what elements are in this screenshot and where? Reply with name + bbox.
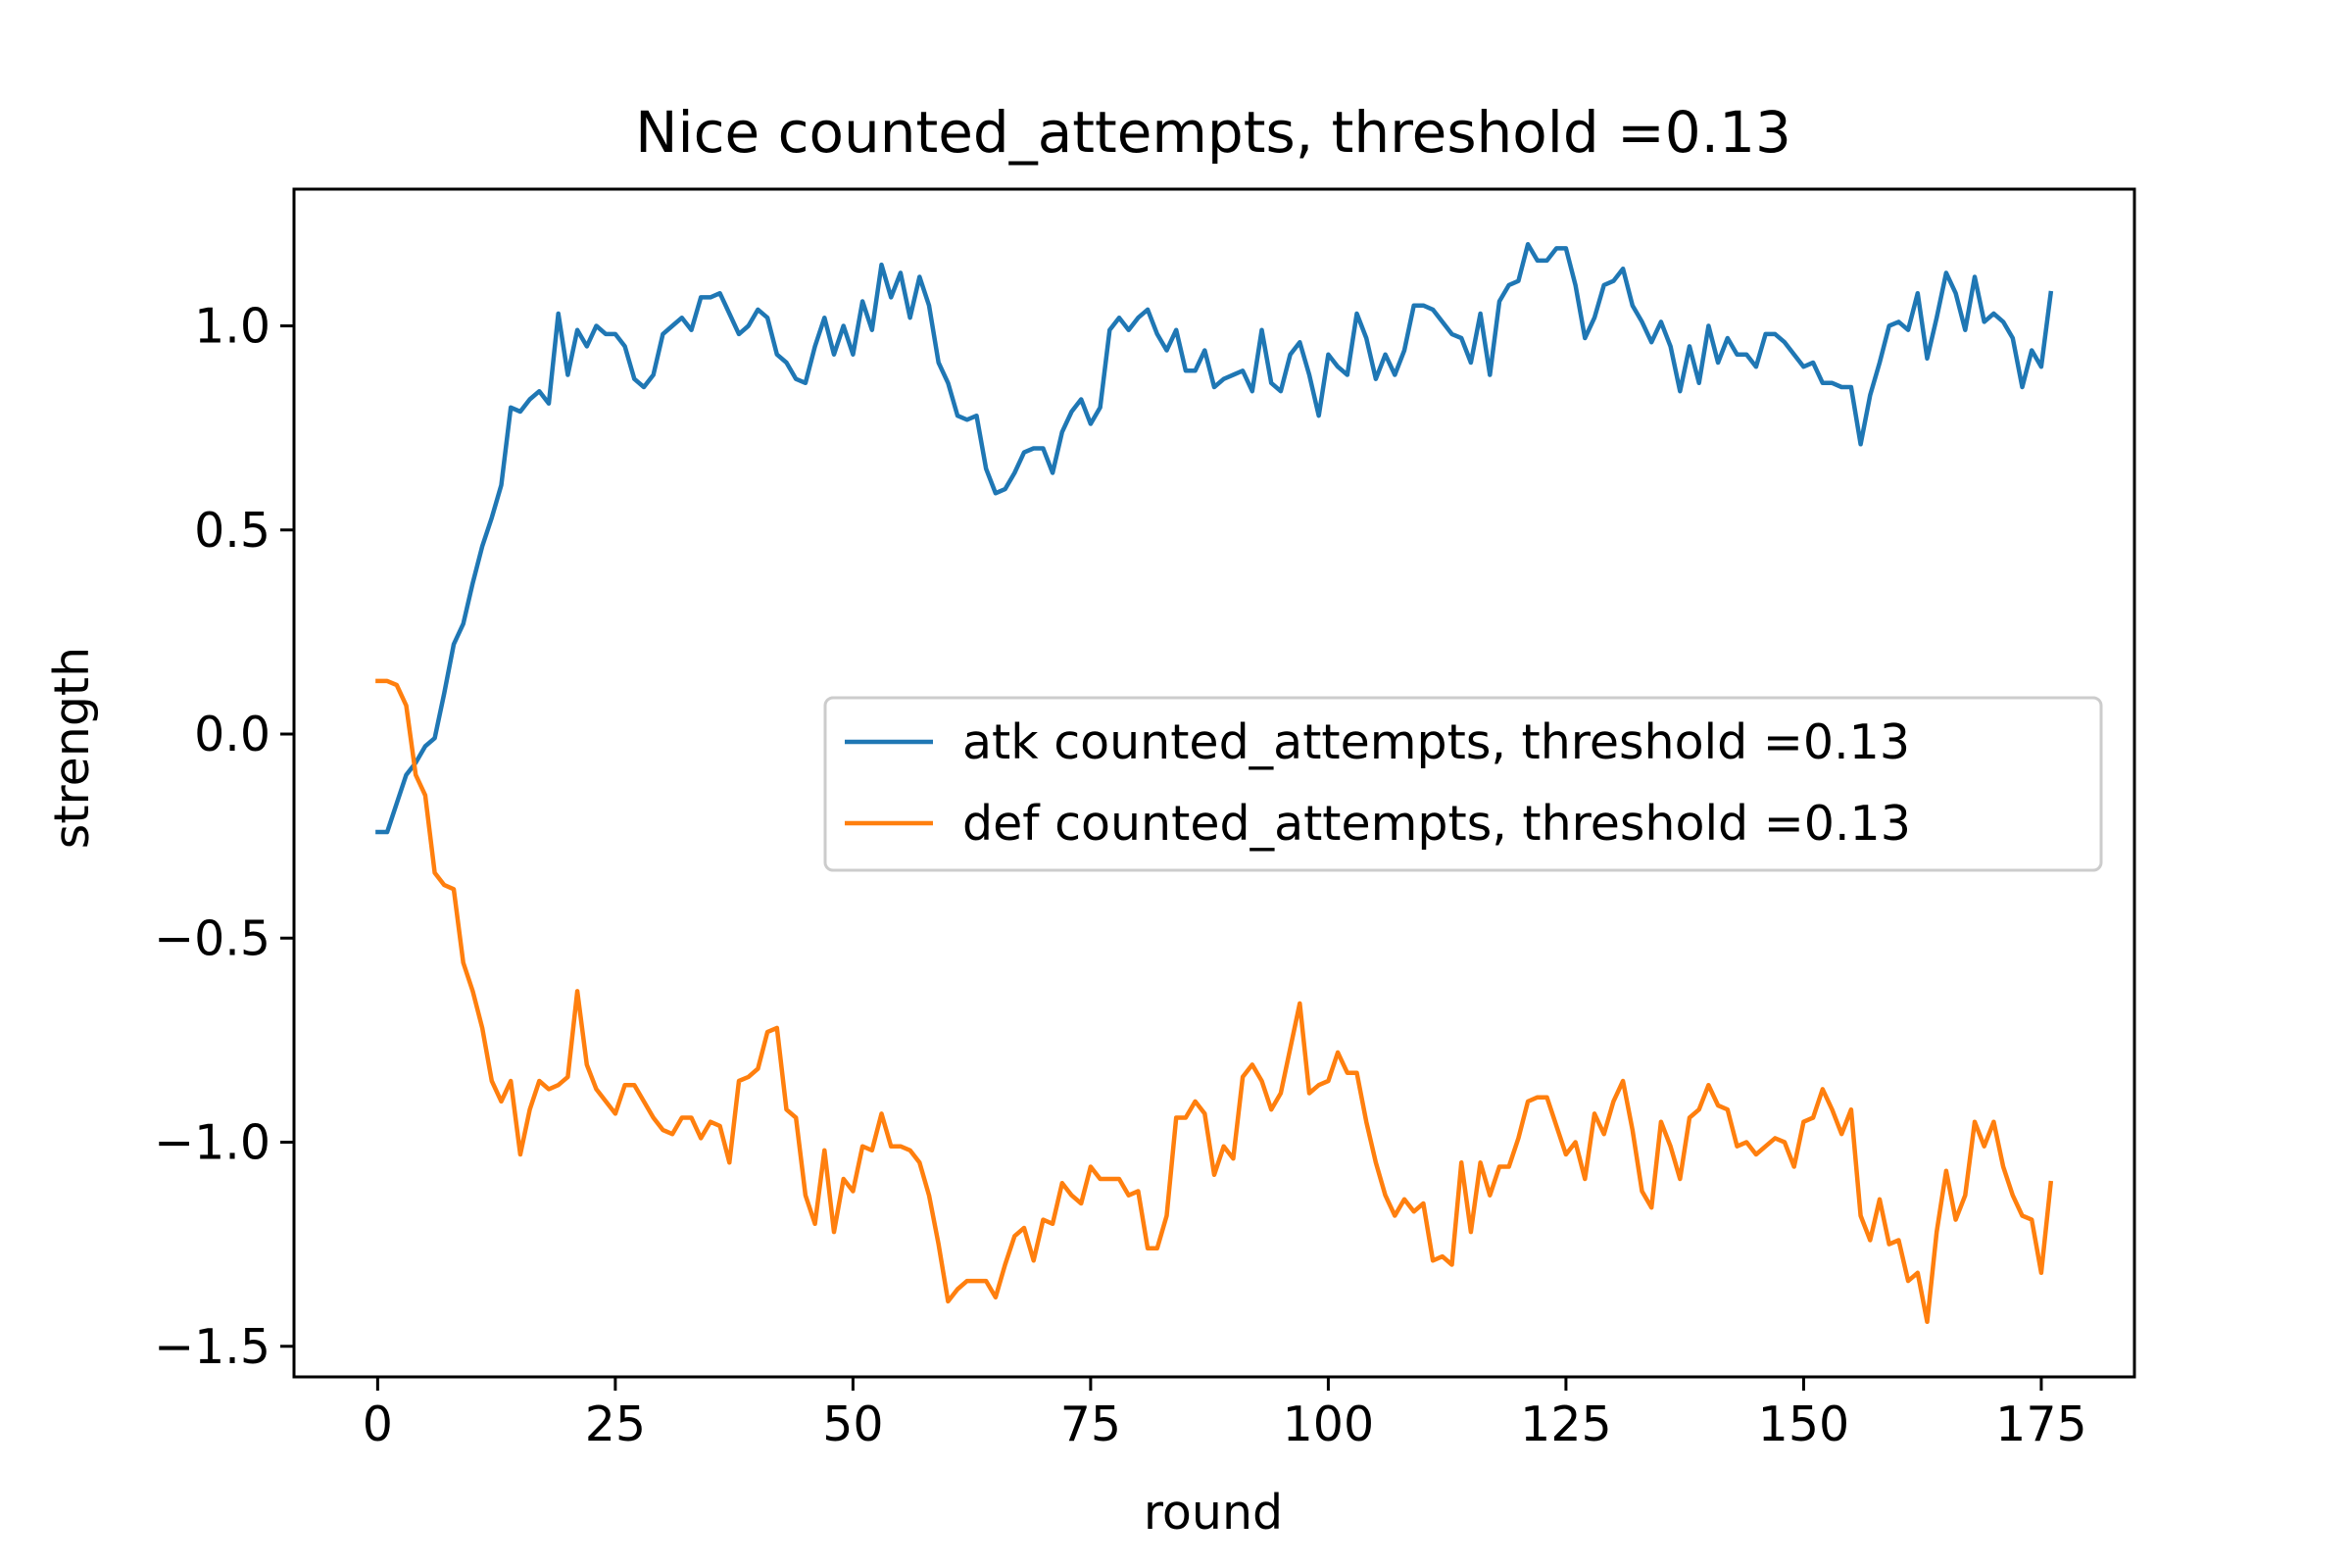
- series-line-atk: [375, 241, 2054, 835]
- y-tick-label: −1.0: [154, 1115, 270, 1171]
- legend-box: [823, 696, 2103, 872]
- y-tick-label: 0.5: [194, 503, 270, 559]
- x-axis: 0 25 50 75 100 125 150 175: [363, 1377, 2087, 1452]
- legend-label: atk counted_attempts, threshold =0.13: [962, 714, 1910, 770]
- x-tick-label: 100: [1283, 1396, 1375, 1452]
- x-tick-label: 175: [1995, 1396, 2087, 1452]
- y-tick-label: 1.0: [194, 299, 270, 355]
- y-axis: −1.5 −1.0 −0.5 0.0 0.5 1.0: [154, 299, 294, 1375]
- plot-frame: [292, 187, 2136, 1379]
- x-axis-label: round: [1144, 1485, 1283, 1541]
- y-axis-label: strength: [44, 647, 100, 849]
- y-tick-label: 0.0: [194, 707, 270, 762]
- series-line-def: [375, 678, 2054, 1325]
- x-tick-label: 125: [1520, 1396, 1612, 1452]
- x-tick-label: 25: [585, 1396, 646, 1452]
- x-tick-label: 50: [822, 1396, 883, 1452]
- y-tick-label: −0.5: [154, 910, 270, 966]
- x-tick-label: 0: [363, 1396, 393, 1452]
- legend: atk counted_attempts, threshold =0.13 def…: [823, 696, 2103, 872]
- y-tick-label: −1.5: [154, 1319, 270, 1375]
- chart-title: Nice counted_attempts, threshold =0.13: [635, 99, 1791, 166]
- x-tick-label: 75: [1060, 1396, 1121, 1452]
- legend-label: def counted_attempts, threshold =0.13: [962, 796, 1911, 852]
- plot-area: [375, 241, 2054, 1325]
- x-tick-label: 150: [1758, 1396, 1850, 1452]
